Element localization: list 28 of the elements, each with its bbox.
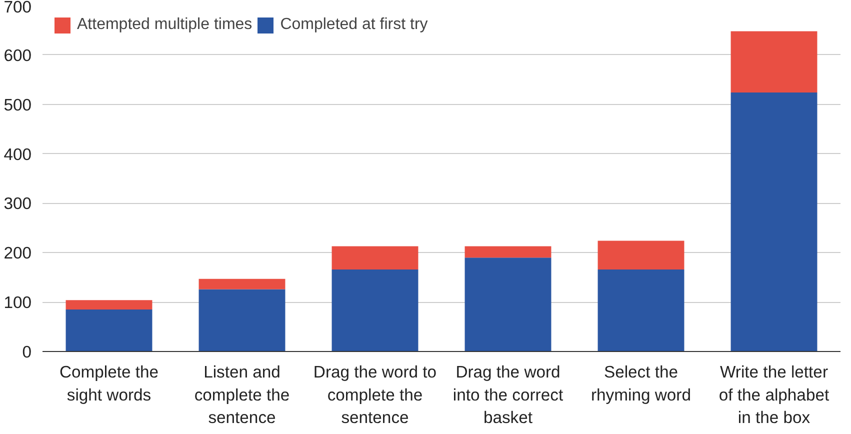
x-tick-label: Write the letter of the alphabet in the box bbox=[718, 362, 830, 428]
y-tick-label: 300 bbox=[4, 194, 32, 214]
y-tick-label: 700 bbox=[4, 0, 32, 16]
bar bbox=[198, 289, 286, 352]
bar bbox=[598, 269, 684, 352]
legend-label: Attempted multiple times bbox=[77, 16, 252, 34]
bar bbox=[332, 246, 418, 270]
bar bbox=[598, 240, 684, 270]
bar bbox=[66, 300, 152, 310]
x-tick-label: Complete the sight words bbox=[59, 362, 159, 404]
x-tick-label: Drag the word to complete the sentence bbox=[313, 362, 437, 428]
legend-label: Completed at first try bbox=[280, 16, 428, 34]
bar bbox=[730, 31, 818, 92]
y-tick-label: 600 bbox=[4, 46, 32, 65]
y-tick-label: 100 bbox=[4, 293, 32, 312]
bar bbox=[730, 92, 818, 352]
bar bbox=[464, 246, 552, 258]
y-tick-label: 0 bbox=[22, 342, 32, 362]
bar bbox=[66, 309, 152, 352]
y-tick-label: 500 bbox=[4, 95, 32, 114]
bar bbox=[198, 278, 286, 290]
y-tick-label: 200 bbox=[4, 244, 32, 263]
bar bbox=[332, 269, 418, 352]
y-tick-label: 400 bbox=[4, 144, 32, 164]
x-tick-label: Listen and complete the sentence bbox=[194, 362, 290, 428]
x-tick-label: Drag the word into the correct basket bbox=[452, 362, 564, 428]
x-tick-label: Select the rhyming word bbox=[591, 362, 691, 404]
bar bbox=[464, 258, 552, 352]
